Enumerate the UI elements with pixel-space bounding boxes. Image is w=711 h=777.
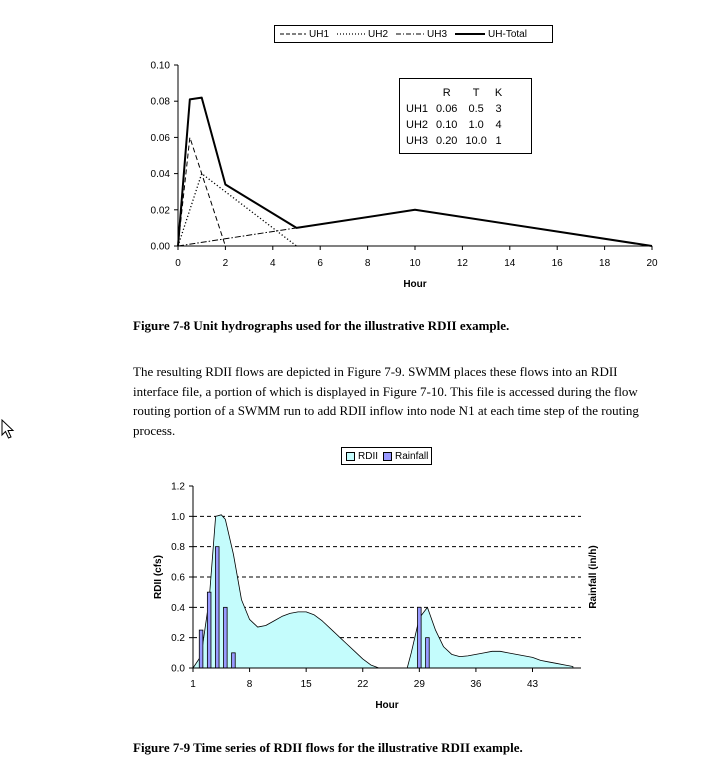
series-line-uh-total xyxy=(177,96,653,247)
table-cell: 10.0 xyxy=(465,135,487,147)
x-tick-label: 4 xyxy=(270,258,276,269)
y-tick-label: 0.8 xyxy=(171,542,185,553)
x-tick-label: 15 xyxy=(301,679,313,690)
x-tick-label: 0 xyxy=(175,258,181,269)
dashed-line-icon xyxy=(280,33,306,35)
rainfall-bar xyxy=(223,606,228,669)
paragraph-line: The resulting RDII flows are depicted in… xyxy=(133,364,618,379)
y-tick-label: 0.02 xyxy=(151,205,171,216)
x-tick-label: 6 xyxy=(317,258,323,269)
table-cell: 0.5 xyxy=(468,103,484,115)
table-row: UH2 0.10 1.0 4 xyxy=(400,117,506,133)
y-tick-label: 0.04 xyxy=(151,169,171,180)
series-line-uh2 xyxy=(177,172,297,247)
x-tick-label: 10 xyxy=(409,258,421,269)
x-tick-label: 2 xyxy=(223,258,229,269)
rdii-swatch-icon xyxy=(346,451,355,461)
rainfall-bar xyxy=(425,637,430,669)
rainfall-bar xyxy=(417,606,422,669)
table-cell: UH3 xyxy=(406,135,429,147)
fig1-legend-uh1-label: UH1 xyxy=(309,28,330,40)
rdii-time-series-chart: 0.0 0.2 0.4 0.6 0.8 1.0 1.2 1 8 15 22 29 36 43 Hour RDI… xyxy=(153,482,599,712)
fig1-legend-total-label: UH-Total xyxy=(488,28,527,40)
y-tick-label: 0.10 xyxy=(151,61,171,72)
y-tick-label: 1.2 xyxy=(171,482,185,493)
x-axis-label: Hour xyxy=(375,700,398,711)
x-tick-label: 43 xyxy=(527,679,539,690)
x-tick-label: 20 xyxy=(646,258,658,269)
unit-hydrograph-chart: 0.000.020.040.060.080.100 2 4 6 8 10 12 14 16 18 2… xyxy=(151,61,658,291)
x-tick-label: 16 xyxy=(552,258,564,269)
rainfall-bar xyxy=(206,591,212,669)
x-tick-label: 1 xyxy=(190,679,196,690)
fig2-legend-rdii-label: RDII xyxy=(358,450,378,462)
table-cell: UH2 xyxy=(406,119,429,131)
rainfall-bar xyxy=(215,546,220,669)
x-axis-label: Hour xyxy=(403,279,426,290)
fig1-legend-uh1: UH1 xyxy=(280,29,329,40)
fig2-legend-rainfall-label: Rainfall xyxy=(395,450,429,462)
body-paragraph: The resulting RDII flows are depicted in… xyxy=(133,362,639,440)
table-row: UH1 0.06 0.5 3 xyxy=(400,101,506,117)
x-tick-label: 36 xyxy=(470,679,482,690)
table-cell: 0.20 xyxy=(436,135,458,147)
table-header-cell: T xyxy=(472,87,480,99)
table-row: UH3 0.20 10.0 1 xyxy=(400,133,506,149)
mouse-cursor-icon xyxy=(1,419,15,439)
solid-line-icon xyxy=(455,33,486,35)
y-tick-label: 0.08 xyxy=(151,97,171,108)
table-cell: 4 xyxy=(495,119,502,131)
fig1-legend-uh2-label: UH2 xyxy=(368,28,389,40)
y-tick-label: 0.2 xyxy=(171,633,185,644)
y-tick-label: 0.6 xyxy=(171,573,185,584)
table-cell: 1.0 xyxy=(468,119,484,131)
fig2-legend-rdii: RDII xyxy=(346,451,378,462)
fig1-legend: UH1 UH2 UH3 UH-Total xyxy=(274,25,553,43)
y-tick-label: 0.4 xyxy=(171,603,185,614)
table-header-cell xyxy=(400,85,432,101)
table-header-cell: R xyxy=(442,87,451,99)
x-tick-label: 12 xyxy=(457,258,469,269)
table-cell: UH1 xyxy=(406,103,429,115)
table-cell: 1 xyxy=(495,135,502,147)
paragraph-line: interface file, a portion of which is di… xyxy=(133,383,638,399)
figure-7-9-caption: Figure 7-9 Time series of RDII flows for… xyxy=(133,740,523,755)
rdii-area xyxy=(192,514,574,669)
y2-axis-label: Rainfall (in/h) xyxy=(588,545,599,608)
table-header-cell: K xyxy=(494,87,503,99)
rainfall-swatch-icon xyxy=(383,451,392,461)
fig1-legend-uh3-label: UH3 xyxy=(427,28,448,40)
series-line-uh3 xyxy=(177,209,653,247)
y-tick-label: 0.0 xyxy=(171,664,185,675)
fig1-legend-total: UH-Total xyxy=(455,29,527,40)
x-tick-label: 29 xyxy=(414,679,426,690)
fig2-legend: RDII Rainfall xyxy=(341,447,432,465)
dash-dot-line-icon xyxy=(396,33,425,35)
table-cell: 3 xyxy=(495,103,502,115)
paragraph-line: process. xyxy=(133,422,176,438)
x-tick-label: 14 xyxy=(504,258,516,269)
y-tick-label: 0.06 xyxy=(151,133,171,144)
x-tick-label: 22 xyxy=(357,679,369,690)
y-tick-label: 1.0 xyxy=(171,512,185,523)
dotted-line-icon xyxy=(337,33,366,35)
x-tick-label: 8 xyxy=(365,258,371,269)
uh-parameter-table: R T K UH1 0.06 0.5 3 UH2 0.10 1.0 4 UH3 … xyxy=(399,78,532,154)
rainfall-bar xyxy=(231,652,236,669)
y-axis-label: RDII (cfs) xyxy=(153,555,164,599)
table-cell: 0.10 xyxy=(436,119,458,131)
fig2-legend-rainfall: Rainfall xyxy=(383,451,428,462)
fig1-legend-uh2: UH2 xyxy=(337,29,388,40)
table-header-row: R T K xyxy=(400,85,506,101)
x-tick-label: 8 xyxy=(247,679,253,690)
table-cell: 0.06 xyxy=(436,103,458,115)
paragraph-line: routing portion of a SWMM run to add RDI… xyxy=(133,403,639,418)
y-tick-label: 0.00 xyxy=(151,242,171,253)
series-line-uh1 xyxy=(177,136,226,247)
figure-7-8-caption: Figure 7-8 Unit hydrographs used for the… xyxy=(133,318,510,333)
x-tick-label: 18 xyxy=(599,258,611,269)
rainfall-bar xyxy=(198,629,204,669)
fig1-legend-uh3: UH3 xyxy=(396,29,447,40)
